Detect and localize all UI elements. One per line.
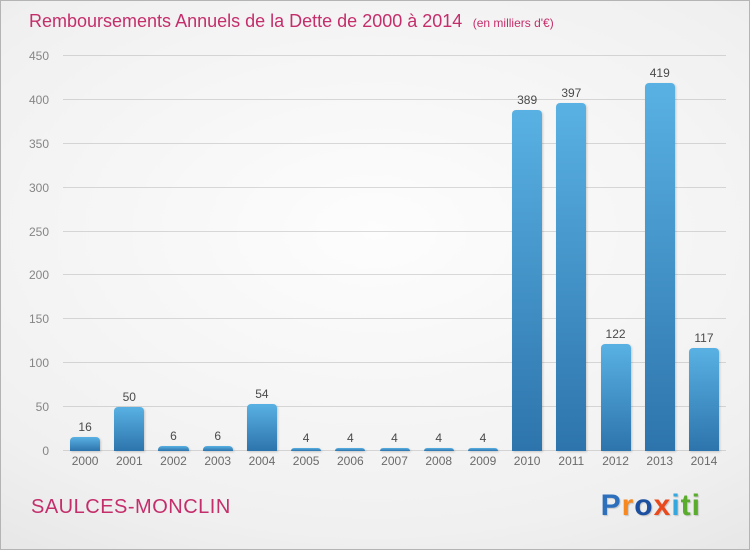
- bar-slot: 4: [328, 56, 372, 451]
- y-tick-label: 450: [28, 49, 49, 63]
- x-tick-label: 2009: [469, 454, 497, 468]
- bar: [70, 436, 101, 451]
- bar-slot: 122: [593, 56, 637, 451]
- logo-letter: i: [671, 489, 681, 522]
- bar-slot: 419: [638, 56, 682, 451]
- x-axis: 2000 2001 2002 2003 2004 2005 2006 2007 2008 2009…: [63, 454, 726, 470]
- bar-value-label: 117: [694, 331, 714, 346]
- logo-letter: t: [680, 489, 692, 522]
- chart-subtitle: (en milliers d'€): [472, 16, 554, 30]
- bar-slot: 54: [240, 56, 284, 451]
- x-tick-label: 2007: [381, 454, 408, 468]
- bar-slot: 6: [151, 56, 195, 451]
- bar: [512, 109, 543, 451]
- bar: [556, 102, 587, 451]
- x-tick-label: 2002: [160, 454, 187, 468]
- y-tick-label: 100: [28, 356, 49, 371]
- logo-letter: i: [691, 489, 701, 522]
- bars-container: 16 50 6 6 54 4 4 4 4 4 389 397 122 419 117: [63, 56, 726, 451]
- bar-value-label: 389: [517, 92, 538, 107]
- bar-value-label: 50: [122, 390, 136, 405]
- bar-value-label: 122: [605, 326, 626, 341]
- gridline: [63, 406, 726, 408]
- gridline: [63, 98, 726, 100]
- bar: [688, 348, 719, 451]
- y-tick-label: 200: [28, 268, 49, 283]
- x-tick-label: 2010: [513, 454, 541, 468]
- gridline: [63, 55, 726, 56]
- x-tick-label: 2013: [646, 454, 674, 468]
- bar-slot: 16: [63, 56, 107, 451]
- bar-value-label: 4: [435, 430, 443, 445]
- logo-letter: o: [634, 489, 654, 522]
- y-tick-label: 400: [28, 92, 49, 107]
- x-tick-label: 2008: [425, 454, 453, 468]
- y-tick-label: 250: [28, 224, 49, 239]
- x-tick-label: 2000: [71, 454, 99, 468]
- bar-slot: 50: [107, 56, 151, 451]
- logo-letter: x: [653, 489, 672, 522]
- bar: [335, 447, 366, 451]
- bar-value-label: 4: [391, 430, 398, 445]
- logo-letter: r: [621, 489, 635, 522]
- bar-slot: 4: [417, 56, 461, 451]
- plot-area: 16 50 6 6 54 4 4 4 4 4 389 397 122 419 117: [63, 55, 726, 451]
- proxiti-logo: Proxiti: [601, 489, 701, 523]
- bar-slot: 6: [196, 56, 240, 451]
- bar: [423, 447, 454, 451]
- gridline: [63, 186, 726, 188]
- bar: [291, 447, 322, 451]
- gridline: [63, 142, 726, 144]
- bar-value-label: 6: [214, 428, 222, 443]
- gridline: [63, 362, 726, 364]
- x-tick-label: 2011: [558, 454, 585, 468]
- x-tick-label: 2004: [248, 454, 276, 468]
- x-tick-label: 2001: [115, 454, 143, 468]
- x-tick-label: 2014: [690, 454, 718, 468]
- gridline: [63, 274, 726, 276]
- y-tick-label: 150: [28, 312, 49, 327]
- bar: [158, 445, 189, 451]
- bar: [467, 447, 498, 451]
- y-tick-label: 0: [42, 444, 49, 458]
- chart-header: Remboursements Annuels de la Dette de 20…: [29, 11, 554, 32]
- bar: [600, 343, 631, 451]
- y-tick-label: 300: [28, 180, 49, 195]
- bar-value-label: 419: [649, 66, 670, 81]
- gridline: [63, 230, 726, 232]
- bar-value-label: 397: [561, 85, 582, 100]
- bar-value-label: 54: [255, 386, 269, 401]
- bar-slot: 389: [505, 56, 549, 451]
- bar-value-label: 4: [302, 430, 310, 445]
- gridline: [63, 318, 726, 320]
- bar-slot: 117: [682, 56, 726, 451]
- bar-slot: 4: [284, 56, 328, 451]
- bar-slot: 397: [549, 56, 593, 451]
- bar-value-label: 4: [346, 430, 354, 445]
- bar: [379, 447, 410, 451]
- bar-slot: 4: [372, 56, 416, 451]
- bar: [202, 445, 233, 451]
- bar: [246, 403, 277, 451]
- bar: [114, 407, 145, 451]
- bar: [644, 83, 675, 451]
- y-axis: 0 50 100 150 200 250 300 350 400 450: [1, 49, 55, 458]
- chart-title: Remboursements Annuels de la Dette de 20…: [29, 11, 463, 31]
- x-tick-label: 2003: [204, 454, 232, 468]
- logo-letter: P: [600, 489, 622, 522]
- x-tick-label: 2012: [602, 454, 629, 468]
- x-tick-label: 2006: [336, 454, 364, 468]
- location-label: SAULCES-MONCLIN: [31, 496, 231, 518]
- y-tick-label: 50: [35, 400, 49, 415]
- y-tick-label: 350: [28, 136, 49, 151]
- x-tick-label: 2005: [292, 454, 320, 468]
- bar-value-label: 6: [170, 428, 177, 443]
- bar-value-label: 4: [479, 430, 487, 445]
- bar-value-label: 16: [78, 419, 92, 434]
- bar-slot: 4: [461, 56, 505, 451]
